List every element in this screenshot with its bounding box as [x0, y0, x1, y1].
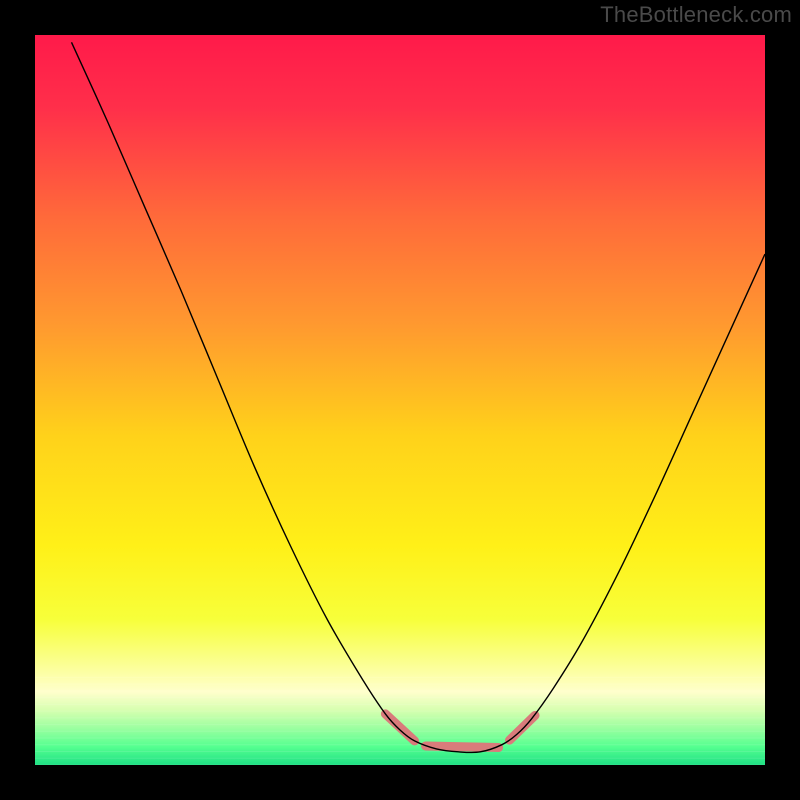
chart-background	[35, 35, 765, 765]
watermark-text: TheBottleneck.com	[600, 2, 792, 28]
bottleneck-chart	[35, 35, 765, 765]
